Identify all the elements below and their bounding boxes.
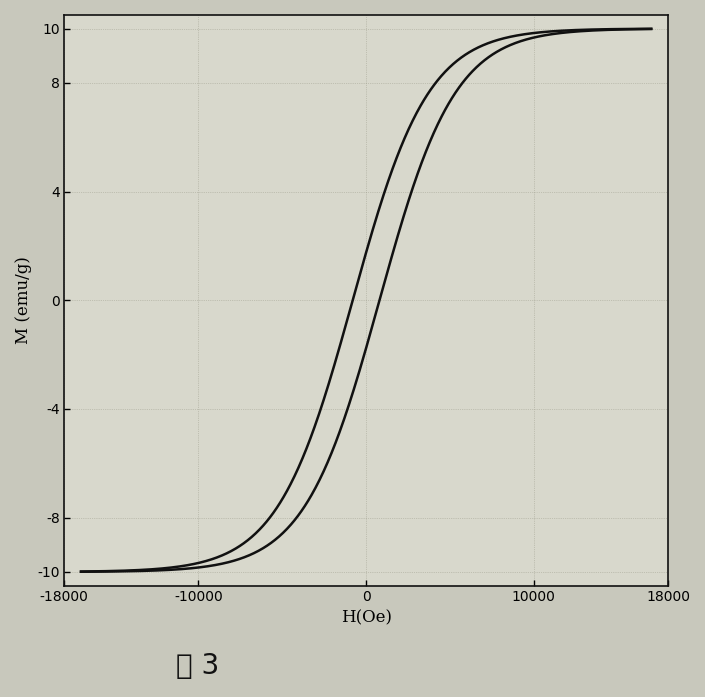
Text: 图 3: 图 3: [176, 652, 219, 680]
X-axis label: H(Oe): H(Oe): [341, 609, 391, 626]
Y-axis label: M (emu/g): M (emu/g): [15, 256, 32, 344]
